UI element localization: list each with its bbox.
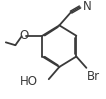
Text: Br: Br — [86, 70, 100, 83]
Text: O: O — [19, 29, 29, 42]
Text: HO: HO — [20, 75, 38, 88]
Text: N: N — [83, 0, 91, 13]
